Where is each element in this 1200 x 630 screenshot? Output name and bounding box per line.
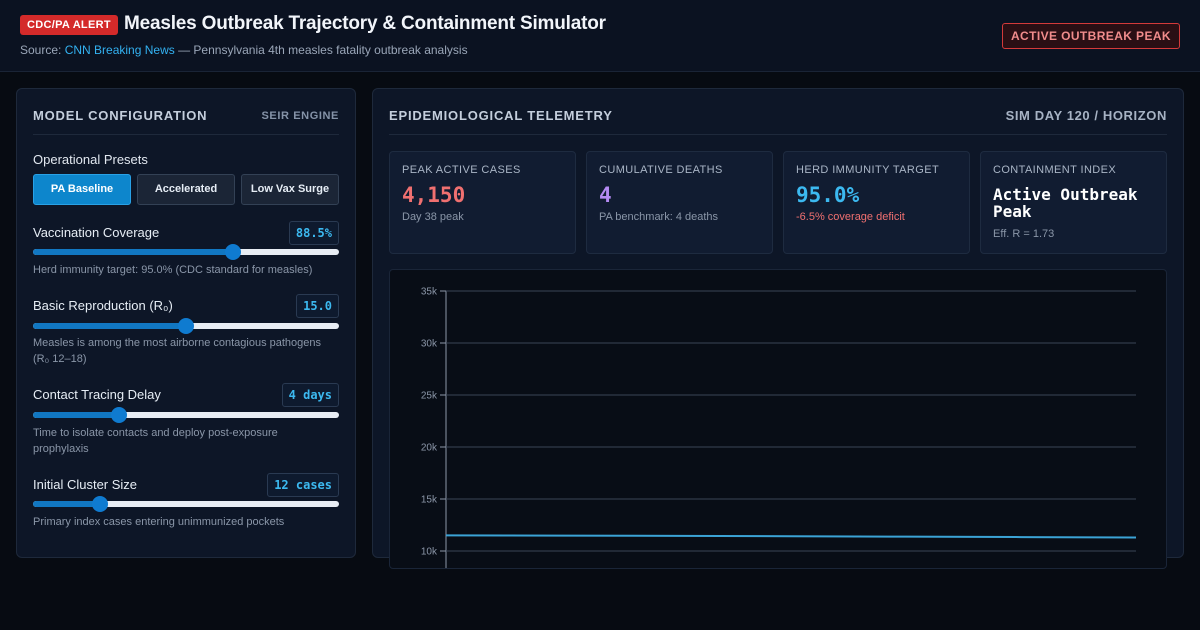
slider-thumb[interactable] [110,407,127,423]
telemetry-panel-header: EPIDEMIOLOGICAL TELEMETRY SIM DAY 120 / … [389,89,1167,135]
status-badge: ACTIVE OUTBREAK PEAK [1001,23,1180,49]
model-configuration-panel: MODEL CONFIGURATION SEIR ENGINE Operatio… [16,88,356,558]
initial-cluster-size-slider[interactable] [33,496,339,512]
slider-fill [33,323,186,329]
source-link[interactable]: CNN Breaking News [64,43,175,57]
contact-tracing-delay-slider[interactable] [33,407,339,423]
stat-note: PA benchmark: 4 deaths [599,211,719,223]
stat-label: CUMULATIVE DEATHS [599,164,723,176]
containment-index-card: CONTAINMENT INDEX Active Outbreak Peak E… [980,151,1167,254]
stat-note: Day 38 peak [402,211,464,223]
slider-fill [33,249,234,255]
basic-reproduction-help: Measles is among the most airborne conta… [33,337,322,365]
sim-horizon-label: SIM DAY 120 / HORIZON [1005,108,1167,123]
preset-accelerated-button[interactable]: Accelerated [137,174,235,205]
vaccination-coverage-slider[interactable] [33,244,339,260]
y-tick-label: 10k [421,547,438,558]
stat-label: CONTAINMENT INDEX [993,164,1117,176]
stat-value: 95.0% [796,183,860,207]
preset-pa-baseline-button[interactable]: PA Baseline [33,174,131,205]
config-panel-title: MODEL CONFIGURATION [33,108,208,123]
source-line: Source: CNN Breaking News — Pennsylvania… [20,43,468,57]
y-tick-label: 35k [421,287,438,298]
stat-note: -6.5% coverage deficit [796,211,905,223]
top-bar: CDC/PA ALERT Measles Outbreak Trajectory… [0,0,1200,72]
slider-fill [33,412,119,418]
peak-active-cases-card: PEAK ACTIVE CASES 4,150 Day 38 peak [389,151,576,254]
preset-low-vax-surge-button[interactable]: Low Vax Surge [241,174,339,205]
initial-cluster-size-value: 12 cases [267,473,339,497]
presets-label: Operational Presets [33,152,148,167]
config-panel-header: MODEL CONFIGURATION SEIR ENGINE [33,89,339,135]
active-cases-line [445,534,1137,539]
initial-cluster-size-help: Primary index cases entering unimmunized… [33,516,285,528]
slider-thumb[interactable] [225,244,242,260]
vaccination-coverage-label: Vaccination Coverage [33,225,160,240]
stat-label: PEAK ACTIVE CASES [402,164,521,176]
source-prefix: Source: [20,43,65,57]
telemetry-panel-title: EPIDEMIOLOGICAL TELEMETRY [389,108,613,123]
cumulative-deaths-card: CUMULATIVE DEATHS 4 PA benchmark: 4 deat… [586,151,773,254]
epidemiological-telemetry-panel: EPIDEMIOLOGICAL TELEMETRY SIM DAY 120 / … [372,88,1184,569]
initial-cluster-size-label: Initial Cluster Size [33,477,138,492]
basic-reproduction-slider[interactable] [33,318,339,334]
vaccination-coverage-value: 88.5% [288,221,339,245]
source-suffix: — Pennsylvania 4th measles fatality outb… [174,43,468,57]
stat-label: HERD IMMUNITY TARGET [796,164,940,176]
stat-value: Active Outbreak Peak [993,185,1138,221]
stat-value: 4,150 [402,183,466,207]
alert-badge: CDC/PA ALERT [20,15,118,35]
stat-value: 4 [599,183,612,207]
y-tick-label: 25k [421,391,438,402]
page-title: Measles Outbreak Trajectory & Containmen… [124,13,606,34]
contact-tracing-delay-value: 4 days [281,383,339,407]
y-tick-label: 30k [421,339,438,350]
contact-tracing-delay-label: Contact Tracing Delay [33,387,161,402]
y-tick-label: 15k [421,495,438,506]
slider-thumb[interactable] [92,496,109,512]
slider-thumb[interactable] [178,318,194,334]
vaccination-coverage-help: Herd immunity target: 95.0% (CDC standar… [33,264,313,276]
trajectory-chart-svg: 5k10k15k20k25k30k35kPeak: 4,150 cases [421,287,1137,568]
slider-fill [33,501,101,507]
y-tick-label: 20k [421,443,438,454]
basic-reproduction-label: Basic Reproduction (R₀) [33,298,173,313]
basic-reproduction-value: 15.0 [296,294,339,318]
trajectory-chart: 5k10k15k20k25k30k35kPeak: 4,150 cases [389,269,1167,569]
herd-immunity-target-card: HERD IMMUNITY TARGET 95.0% -6.5% coverag… [783,151,970,254]
stat-note: Eff. R = 1.73 [993,228,1055,240]
engine-label: SEIR ENGINE [261,110,339,122]
contact-tracing-delay-help: Time to isolate contacts and deploy post… [33,427,278,455]
